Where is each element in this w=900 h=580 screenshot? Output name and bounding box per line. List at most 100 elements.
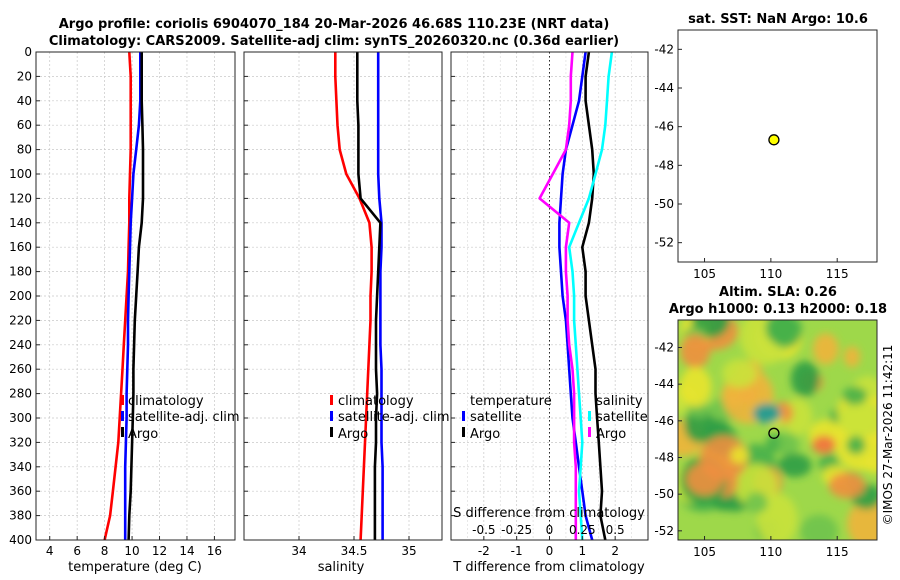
legend-swatch-argo <box>121 427 124 437</box>
heatmap-blob <box>730 446 749 464</box>
x-tick-label: -2 <box>478 544 490 558</box>
x-tick-label: 4 <box>46 544 54 558</box>
map-frame <box>677 319 878 541</box>
y-tick-label: 60 <box>17 118 32 132</box>
legend-swatch-satellite-adj <box>121 411 124 421</box>
heatmap-blob <box>838 401 877 437</box>
y-tick-label: 20 <box>17 69 32 83</box>
top-tick-label: 0.25 <box>569 523 596 537</box>
y-tick-label: 340 <box>9 460 32 474</box>
legend-label-argo: Argo <box>338 427 368 442</box>
x-tick-label: 12 <box>152 544 167 558</box>
heatmap-blob <box>790 361 820 397</box>
legend-swatch-salt-argo <box>588 427 591 437</box>
map-background <box>678 30 877 262</box>
x-tick-label: 34.5 <box>341 544 368 558</box>
x-tick-label: 110 <box>759 267 782 281</box>
legend-label-salt-satellite: satellite <box>596 410 648 425</box>
series-line-satellite-adj-clim <box>123 52 142 540</box>
top-tick-label: 0 <box>546 523 554 537</box>
legend-swatch-satellite-adj <box>330 411 333 421</box>
heatmap-blob <box>800 514 839 540</box>
heatmap-blob <box>864 456 877 474</box>
heatmap-blob <box>828 472 866 499</box>
x-tick-label: 8 <box>101 544 109 558</box>
y-tick-label: 180 <box>9 265 32 279</box>
y-tick-label: 160 <box>9 240 32 254</box>
heatmap-blob <box>769 320 802 348</box>
heatmap-blob <box>812 333 839 365</box>
heatmap-blob <box>686 463 724 496</box>
legend-swatch-temp-satellite <box>462 411 465 421</box>
sst-map-title: sat. SST: NaN Argo: 10.6 <box>688 12 868 27</box>
heatmap-blob <box>733 463 778 507</box>
heatmap-blob <box>679 367 712 408</box>
sla-map-panel: 105 110 115 -42 -44 -46 -48 -50 -52 <box>654 319 878 559</box>
legend-swatch-climatology <box>121 395 124 405</box>
heatmap-blob <box>842 386 868 405</box>
top-tick-label: -0.5 <box>472 523 495 537</box>
y-tick-label: -44 <box>654 81 674 95</box>
legend-label-argo: Argo <box>128 427 158 442</box>
y-tick-label: 380 <box>9 509 32 523</box>
legend-label-climatology: climatology <box>338 394 414 409</box>
sla-map-title-line2: Argo h1000: 0.13 h2000: 0.18 <box>669 302 887 317</box>
heatmap-blob <box>811 435 836 454</box>
x-tick-label: 1 <box>579 544 587 558</box>
y-tick-label: 260 <box>9 362 32 376</box>
series-line-salinity-satellite <box>567 52 614 540</box>
legend-title-temperature: temperature <box>470 394 552 409</box>
argo-location-marker <box>768 134 780 146</box>
legend-title-salinity: salinity <box>596 394 643 409</box>
difference-legend: temperature satellite Argo salinity sate… <box>462 394 648 442</box>
y-tick-label: 80 <box>17 143 32 157</box>
y-tick-label: -44 <box>654 377 674 391</box>
salinity-xlabel: salinity <box>318 560 365 575</box>
y-tick-label: 140 <box>9 216 32 230</box>
top-tick-label: -0.25 <box>501 523 532 537</box>
sla-map-title-line1: Altim. SLA: 0.26 <box>719 285 837 300</box>
legend-swatch-argo <box>330 427 333 437</box>
legend-swatch-climatology <box>330 395 333 405</box>
legend-label-satellite-adj: satellite-adj. clim <box>128 410 240 425</box>
map-frame <box>677 29 878 263</box>
figure-title-line1: Argo profile: coriolis 6904070_184 20-Ma… <box>59 17 610 32</box>
y-tick-label: -46 <box>654 414 674 428</box>
x-tick-label: 35 <box>401 544 416 558</box>
x-tick-label: -1 <box>511 544 523 558</box>
y-tick-label: 400 <box>9 533 32 547</box>
salinity-panel: 34 34.5 35 <box>243 51 443 558</box>
difference-xlabel: T difference from climatology <box>452 560 645 575</box>
y-tick-label: 220 <box>9 313 32 327</box>
x-tick-label: 14 <box>179 544 194 558</box>
series-line-argo <box>127 52 145 540</box>
y-tick-label: 300 <box>9 411 32 425</box>
difference-panel: -2 -1 0 1 2 -0.5 -0.25 0 0.25 0.5 <box>450 51 649 558</box>
y-tick-label: 100 <box>9 167 32 181</box>
heatmap-blob <box>843 346 861 368</box>
imos-watermark: ©IMOS 27-Mar-2026 11:42:11 <box>881 345 895 526</box>
legend-swatch-salt-satellite <box>588 411 591 421</box>
figure-title-line2: Climatology: CARS2009. Satellite-adj cli… <box>49 34 619 49</box>
x-tick-label: 115 <box>826 267 849 281</box>
y-tick-label: 280 <box>9 387 32 401</box>
x-tick-label: 0 <box>546 544 554 558</box>
heatmap-blob <box>778 432 799 458</box>
x-tick-label: 10 <box>124 544 139 558</box>
y-tick-label: -50 <box>654 487 674 501</box>
y-tick-label: -48 <box>654 158 674 172</box>
x-tick-label: 115 <box>826 545 849 559</box>
y-tick-label: 240 <box>9 338 32 352</box>
heatmap-blob <box>722 358 757 388</box>
legend-swatch-temp-argo <box>462 427 465 437</box>
heatmap-blob <box>752 403 781 424</box>
y-tick-label: -48 <box>654 451 674 465</box>
x-tick-label: 6 <box>73 544 81 558</box>
x-tick-label: 34 <box>291 544 306 558</box>
temperature-xlabel: temperature (deg C) <box>68 560 202 575</box>
y-tick-label: -52 <box>654 236 674 250</box>
heatmap-blob <box>777 453 812 478</box>
y-tick-label: 120 <box>9 191 32 205</box>
y-tick-label: -42 <box>654 42 674 56</box>
